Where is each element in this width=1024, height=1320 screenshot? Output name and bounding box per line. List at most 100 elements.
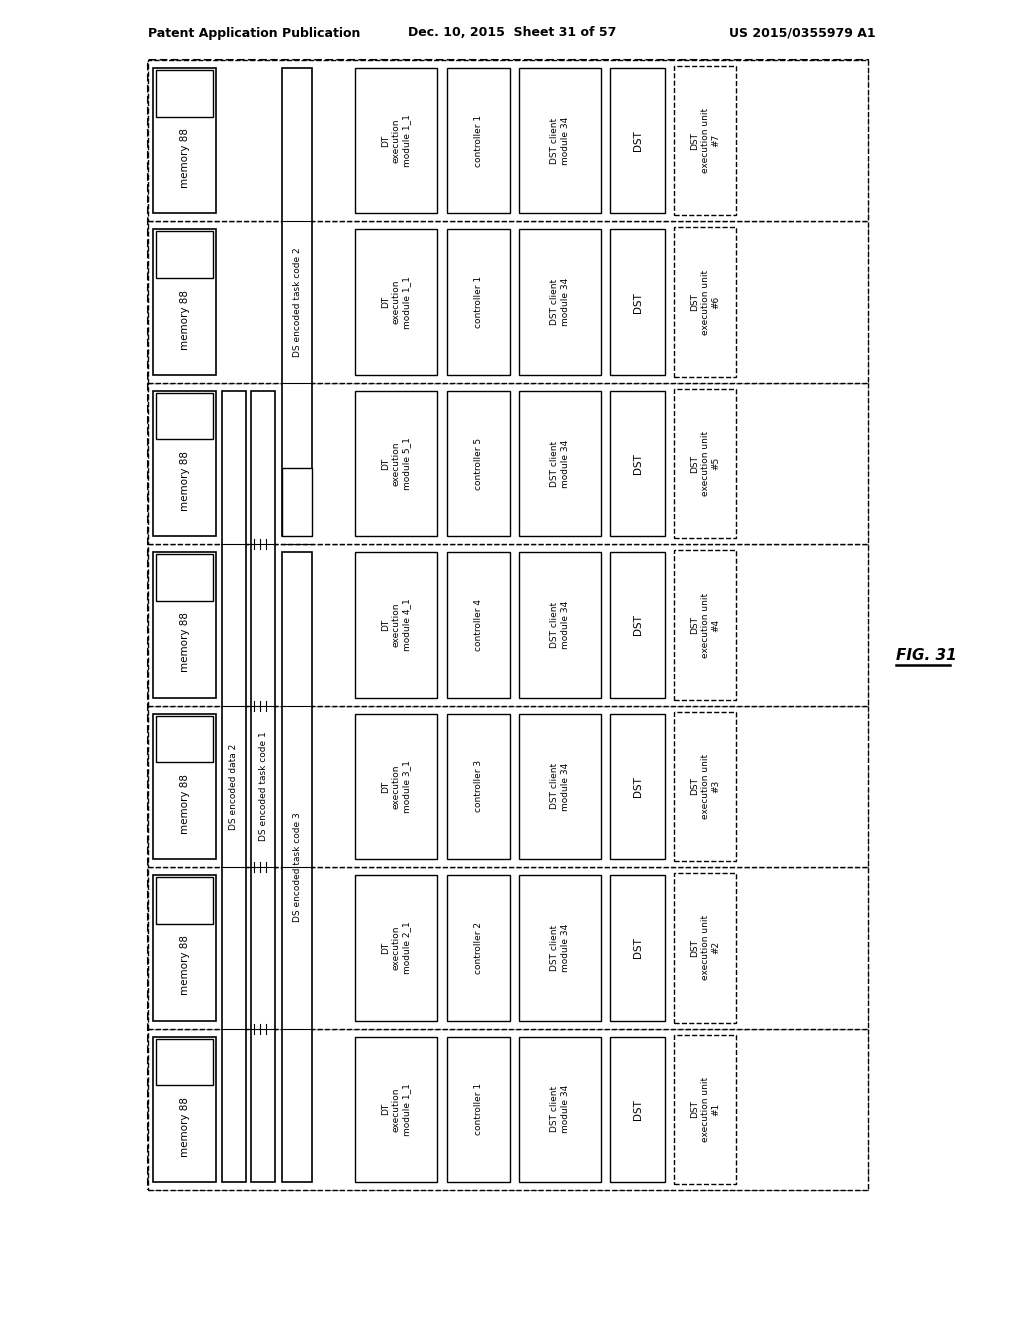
Bar [148,59,868,222]
Text: DST: DST [633,615,642,635]
Text: DST
execution unit
#7: DST execution unit #7 [690,108,720,173]
Bar [251,391,275,1181]
Text: DS encoded task code 2: DS encoded task code 2 [293,247,301,356]
Bar [447,714,510,859]
Bar [355,391,437,536]
Text: controller 1: controller 1 [474,1084,483,1135]
Text: DS encoded task code 3: DS encoded task code 3 [293,812,301,921]
Text: DT
execution
module 3_1: DT execution module 3_1 [381,760,411,813]
Text: DST: DST [633,131,642,152]
Bar [153,69,216,214]
Text: DT
execution
module 5_1: DT execution module 5_1 [381,437,411,490]
Text: DST client
module 34: DST client module 34 [550,924,569,972]
Bar [222,391,246,1181]
Bar [447,875,510,1020]
Text: DST: DST [633,1098,642,1119]
Text: DST client
module 34: DST client module 34 [550,1085,569,1134]
Bar [148,383,868,544]
Bar [148,544,868,706]
Bar [610,1036,665,1181]
Bar [447,230,510,375]
Bar [148,222,868,383]
Text: DT
execution
module 1_1: DT execution module 1_1 [381,276,411,329]
Text: DST
execution unit
#3: DST execution unit #3 [690,754,720,818]
Bar [148,867,868,1028]
Text: DST
execution unit
#6: DST execution unit #6 [690,269,720,335]
Bar [610,714,665,859]
Bar [519,875,601,1020]
Bar [156,554,213,601]
Bar [674,389,736,539]
Bar [674,550,736,700]
Bar [674,227,736,376]
Text: memory 88: memory 88 [179,289,189,350]
Text: DT
execution
module 1_1: DT execution module 1_1 [381,1082,411,1135]
Text: DST
execution unit
#2: DST execution unit #2 [690,915,720,981]
Text: DST: DST [633,292,642,313]
Text: US 2015/0355979 A1: US 2015/0355979 A1 [729,26,876,40]
Bar [148,706,868,867]
Bar [148,1028,868,1191]
Bar [153,230,216,375]
Bar [519,391,601,536]
Bar [447,69,510,214]
Text: Patent Application Publication: Patent Application Publication [148,26,360,40]
Text: DST
execution unit
#1: DST execution unit #1 [690,1077,720,1142]
Text: Dec. 10, 2015  Sheet 31 of 57: Dec. 10, 2015 Sheet 31 of 57 [408,26,616,40]
Bar [674,66,736,215]
Text: controller 4: controller 4 [474,599,483,651]
Bar [153,391,216,536]
Text: DST client
module 34: DST client module 34 [550,440,569,487]
Text: DST client
module 34: DST client module 34 [550,116,569,165]
Text: memory 88: memory 88 [179,451,189,511]
Bar [156,878,213,924]
Text: memory 88: memory 88 [179,1097,189,1156]
Bar [519,69,601,214]
Bar [610,875,665,1020]
Bar [447,1036,510,1181]
Bar [153,552,216,698]
Bar [674,1035,736,1184]
Text: DST: DST [633,453,642,474]
Bar [674,711,736,861]
Text: memory 88: memory 88 [179,128,189,189]
Bar [355,875,437,1020]
Bar [610,552,665,698]
Bar [519,714,601,859]
Bar [156,231,213,279]
Text: DT
execution
module 1_1: DT execution module 1_1 [381,115,411,168]
Bar [355,714,437,859]
Text: DST client
module 34: DST client module 34 [550,763,569,810]
Text: controller 1: controller 1 [474,276,483,329]
Bar [355,1036,437,1181]
Text: DST client
module 34: DST client module 34 [550,601,569,649]
Text: DT
execution
module 4_1: DT execution module 4_1 [381,599,411,651]
Text: DST: DST [633,776,642,797]
Text: FIG. 31: FIG. 31 [896,648,956,663]
Bar [519,552,601,698]
Text: memory 88: memory 88 [179,774,189,834]
Bar [355,230,437,375]
Bar [153,714,216,859]
Text: DS encoded data 2: DS encoded data 2 [229,743,239,829]
Text: memory 88: memory 88 [179,612,189,672]
Bar [447,391,510,536]
Text: controller 1: controller 1 [474,115,483,166]
Bar [355,69,437,214]
Bar [282,469,312,536]
Text: controller 5: controller 5 [474,437,483,490]
Bar [610,391,665,536]
Text: controller 3: controller 3 [474,760,483,813]
Text: DST: DST [633,937,642,958]
Bar [519,230,601,375]
Bar [156,715,213,762]
Bar [156,1039,213,1085]
Text: DST
execution unit
#5: DST execution unit #5 [690,432,720,496]
Bar [674,873,736,1023]
Text: controller 2: controller 2 [474,921,483,974]
Text: DST
execution unit
#4: DST execution unit #4 [690,593,720,657]
Text: DST client
module 34: DST client module 34 [550,279,569,326]
Bar [156,393,213,440]
Text: DT
execution
module 2_1: DT execution module 2_1 [381,921,411,974]
Bar [282,552,312,1181]
